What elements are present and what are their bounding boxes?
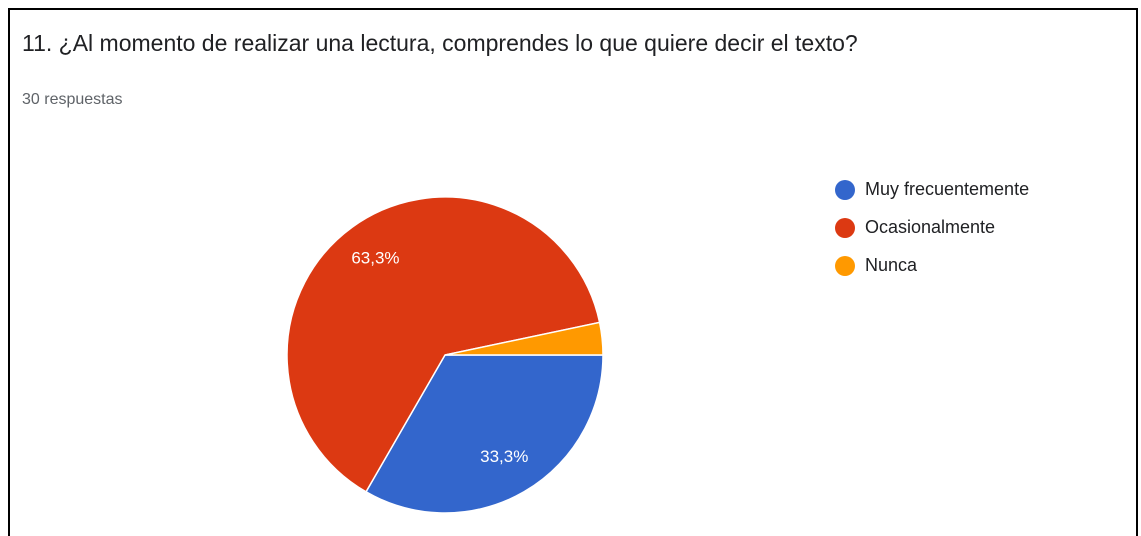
pie-slice <box>444 321 604 356</box>
legend-label: Ocasionalmente <box>865 217 995 237</box>
legend-label: Muy frecuentemente <box>865 179 1029 199</box>
slice-label: 63,3% <box>351 249 399 268</box>
legend-swatch <box>835 256 855 276</box>
legend-swatch <box>835 218 855 238</box>
legend-swatch <box>835 180 855 200</box>
legend-label: Nunca <box>865 255 918 275</box>
slice-label: 33,3% <box>480 447 528 466</box>
pie-slice <box>286 196 601 493</box>
chart-title: 11. ¿Al momento de realizar una lectura,… <box>22 30 858 56</box>
pie-slice <box>364 354 604 514</box>
chart-subtitle: 30 respuestas <box>22 91 123 108</box>
